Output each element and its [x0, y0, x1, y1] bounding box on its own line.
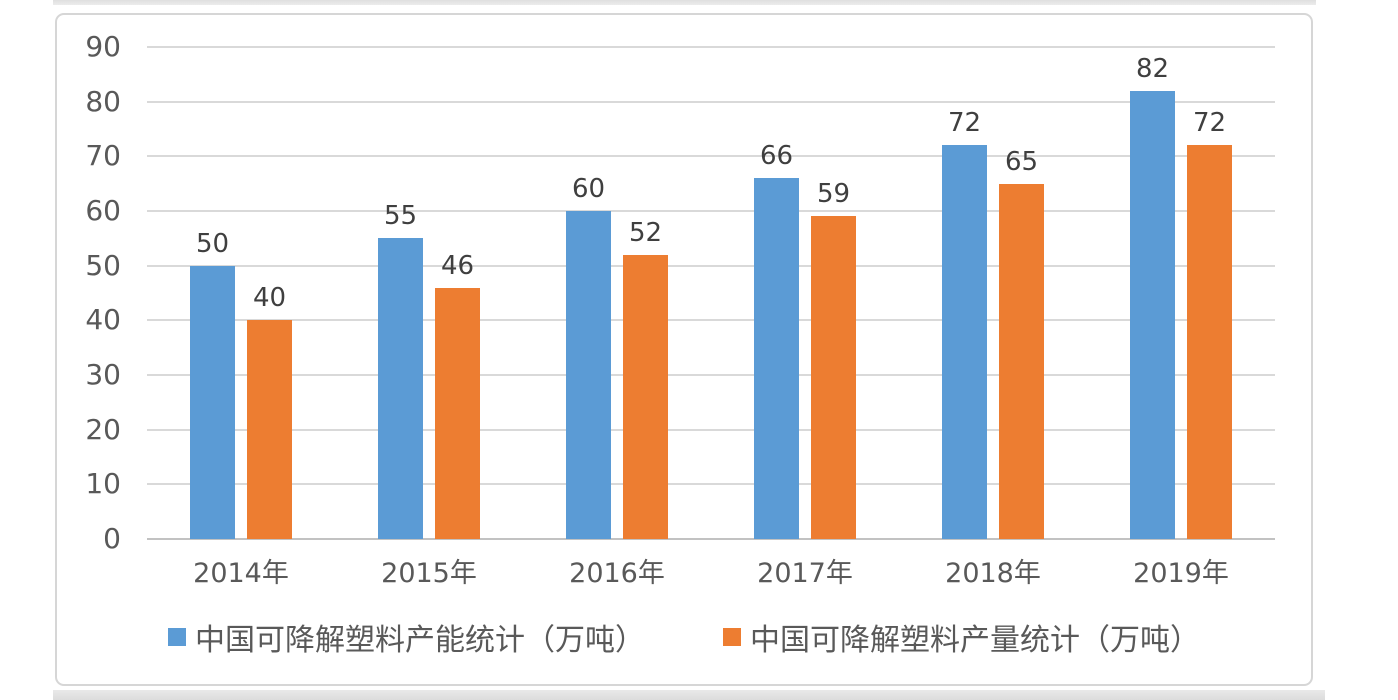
bar-series2-2016年	[623, 254, 668, 539]
legend-label: 中国可降解塑料产量统计（万吨）	[750, 623, 1200, 658]
bar-series2-2017年	[811, 216, 856, 539]
gridline	[147, 210, 1275, 212]
gridline	[147, 46, 1275, 48]
data-label: 55	[383, 201, 418, 232]
data-label: 65	[1004, 146, 1039, 177]
y-axis-tick-label: 40	[85, 303, 121, 337]
data-label: 40	[252, 283, 287, 314]
gridline	[147, 428, 1275, 431]
bar-series1-2014年	[190, 265, 235, 539]
data-label: 66	[759, 141, 794, 172]
bar-series2-2015年	[435, 287, 480, 539]
gridline	[147, 100, 1275, 103]
bar-series1-2019年	[1130, 90, 1175, 539]
y-axis-tick-label: 30	[85, 358, 121, 391]
data-label: 82	[1135, 53, 1170, 84]
legend-swatch-icon	[168, 628, 186, 646]
data-label: 50	[195, 228, 230, 259]
bar-series1-2018年	[942, 145, 987, 539]
y-axis-tick-label: 60	[85, 194, 121, 227]
chart-frame: 50 40 55 46 60 52 66 59 72 65 82 72 0 10 20 30 40 50 60 70…	[55, 13, 1313, 686]
plot-area: 50 40 55 46 60 52 66 59 72 65 82 72	[147, 46, 1275, 540]
legend-item-series2: 中国可降解塑料产量统计（万吨）	[723, 615, 1200, 659]
y-axis-tick-label: 20	[85, 412, 121, 446]
bar-series1-2016年	[566, 211, 611, 539]
gridline	[147, 483, 1275, 486]
legend-swatch-icon	[723, 628, 741, 646]
data-label: 59	[816, 179, 851, 210]
data-label: 60	[571, 174, 606, 204]
y-axis-tick-label: 0	[103, 522, 121, 555]
data-label: 52	[628, 217, 663, 248]
bar-series1-2015年	[378, 238, 423, 539]
bar-series1-2017年	[754, 178, 799, 539]
data-label: 46	[440, 250, 475, 281]
x-axis-label: 2019年	[1133, 558, 1229, 589]
y-axis-tick-label: 50	[85, 248, 121, 282]
gridline	[147, 374, 1275, 376]
data-label: 72	[947, 108, 982, 139]
x-axis-label: 2016年	[569, 558, 665, 589]
y-axis-tick-label: 90	[85, 30, 121, 63]
legend: 中国可降解塑料产能统计（万吨） 中国可降解塑料产量统计（万吨）	[57, 615, 1311, 659]
x-axis-line	[147, 538, 1275, 540]
bar-series2-2019年	[1187, 145, 1232, 539]
y-axis-tick-label: 80	[85, 84, 121, 118]
bar-series2-2018年	[999, 183, 1044, 539]
y-axis-tick-label: 70	[85, 139, 121, 173]
x-axis-label: 2018年	[945, 558, 1041, 589]
bar-series2-2014年	[247, 320, 292, 539]
legend-item-series1: 中国可降解塑料产能统计（万吨）	[168, 615, 645, 659]
gridline	[147, 319, 1275, 322]
x-axis-label: 2015年	[381, 558, 477, 589]
data-label: 72	[1192, 108, 1227, 139]
frame-shadow-bottom	[53, 690, 1325, 700]
frame-shadow-top	[53, 0, 1316, 5]
legend-label: 中国可降解塑料产能统计（万吨）	[195, 623, 645, 658]
x-axis-label: 2014年	[193, 558, 289, 589]
gridline	[147, 264, 1275, 267]
gridline	[147, 155, 1275, 158]
y-axis-tick-label: 10	[85, 467, 121, 501]
x-axis-label: 2017年	[757, 558, 853, 589]
